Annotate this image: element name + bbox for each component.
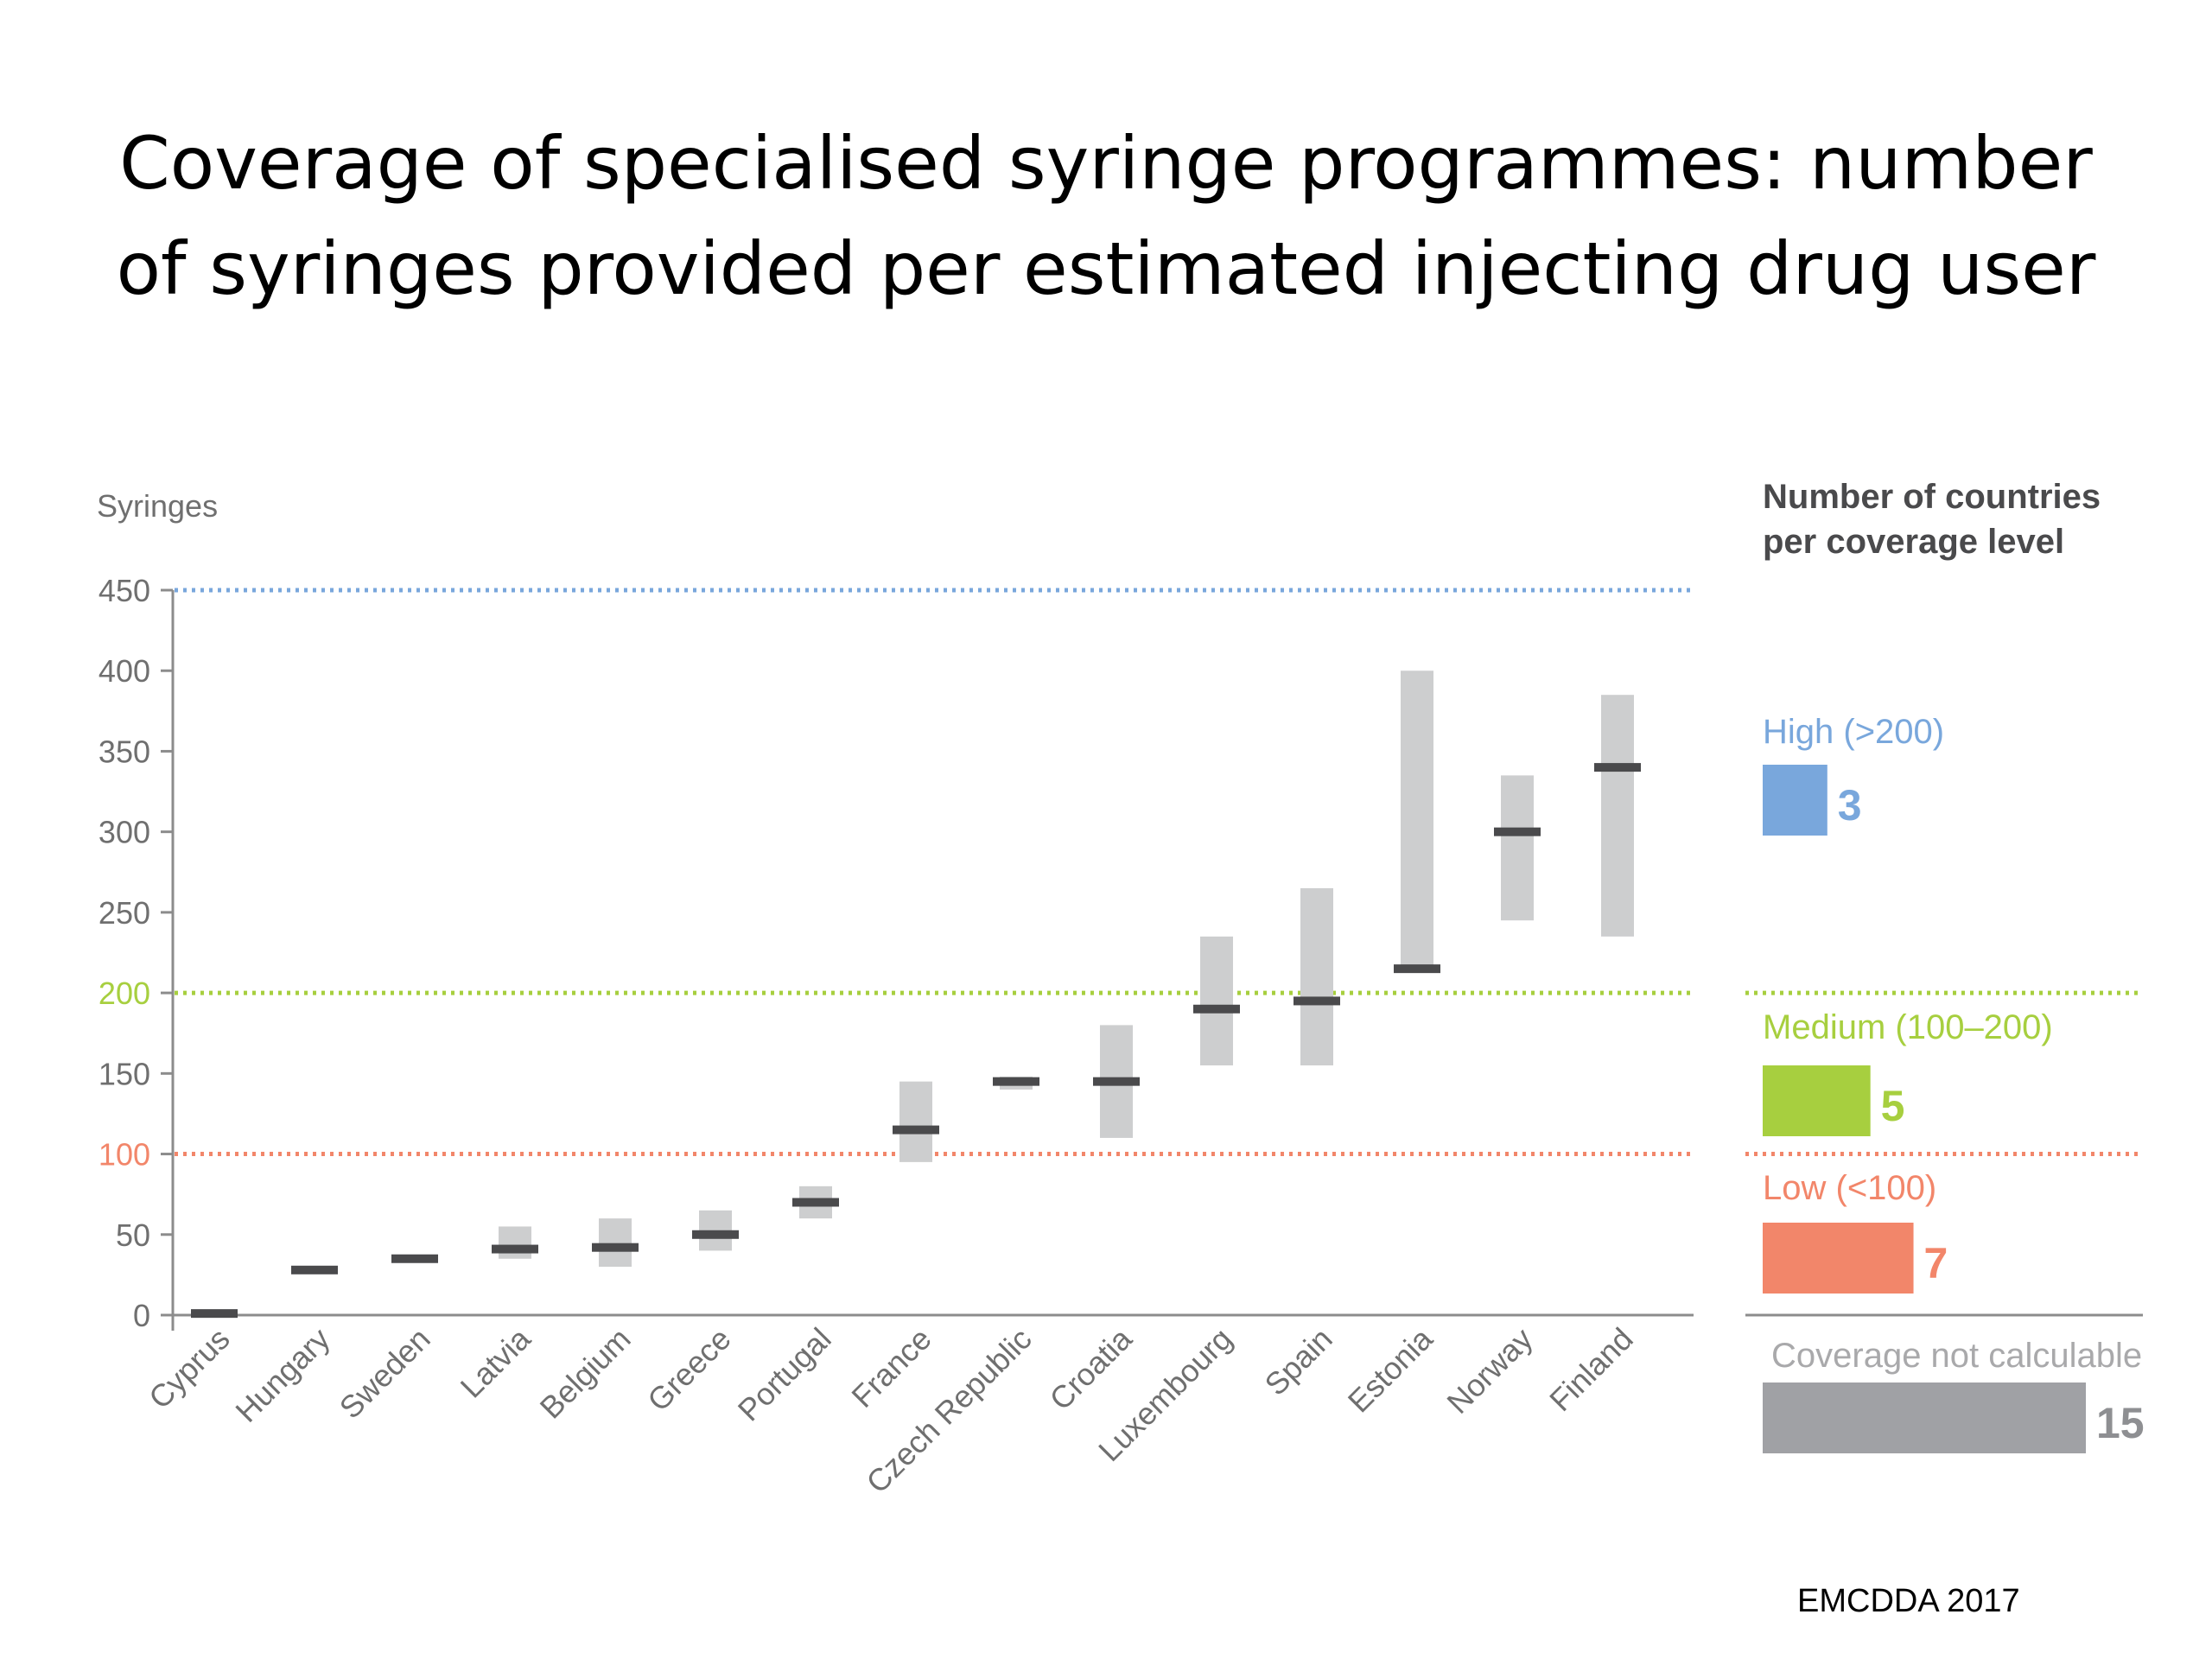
y-tick-label-100: 100 — [99, 1137, 150, 1173]
legend-title-line-1: Number of countries — [1763, 478, 2101, 516]
source-credit: EMCDDA 2017 — [1797, 1583, 2020, 1619]
y-tick-label-250: 250 — [99, 895, 150, 931]
legend-count-low: 7 — [1924, 1239, 1948, 1287]
legend-label-high: High (>200) — [1763, 713, 1944, 751]
value-marker-sweden — [391, 1254, 438, 1263]
category-label-greece: Greece — [640, 1321, 737, 1418]
legend-bar-medium — [1763, 1065, 1871, 1136]
y-axis-title: Syringes — [97, 488, 218, 524]
legend-count-high: 3 — [1838, 781, 1862, 830]
category-label-belgium: Belgium — [533, 1321, 638, 1426]
range-bar-belgium — [599, 1218, 632, 1268]
legend-count-not-calculable: 15 — [2096, 1399, 2145, 1447]
title-line-1: Coverage of specialised syringe programm… — [119, 121, 2093, 206]
value-marker-luxembourg — [1193, 1004, 1240, 1014]
category-label-cyprus: Cyprus — [142, 1321, 237, 1416]
y-tick-label-450: 450 — [99, 573, 150, 608]
slide-title: Coverage of specialised syringe programm… — [0, 111, 2212, 321]
legend-title-line-2: per coverage level — [1763, 523, 2064, 561]
value-marker-portugal — [792, 1198, 839, 1207]
value-marker-cyprus — [191, 1309, 238, 1319]
category-label-portugal: Portugal — [731, 1321, 838, 1428]
y-tick-label-200: 200 — [99, 976, 150, 1011]
y-tick-label-0: 0 — [133, 1298, 150, 1333]
value-marker-croatia — [1093, 1077, 1140, 1086]
category-label-norway: Norway — [1440, 1321, 1539, 1421]
value-marker-belgium — [592, 1243, 639, 1252]
category-label-spain: Spain — [1258, 1321, 1339, 1402]
y-tick-label-50: 50 — [116, 1217, 150, 1253]
category-label-finland: Finland — [1542, 1321, 1639, 1418]
legend-bar-low — [1763, 1223, 1914, 1294]
category-label-latvia: Latvia — [454, 1320, 538, 1405]
legend-bar-not-calculable — [1763, 1382, 2086, 1453]
value-marker-estonia — [1394, 964, 1440, 974]
category-label-hungary: Hungary — [228, 1321, 336, 1429]
value-marker-czech-republic — [993, 1077, 1039, 1086]
range-bar-norway — [1501, 775, 1534, 921]
value-marker-greece — [692, 1230, 739, 1239]
category-label-estonia: Estonia — [1341, 1320, 1440, 1420]
legend-bar-high — [1763, 765, 1827, 836]
range-bar-luxembourg — [1200, 936, 1233, 1066]
y-tick-label-400: 400 — [99, 653, 150, 689]
legend-label-not-calculable: Coverage not calculable — [1771, 1337, 2142, 1375]
range-bar-france — [899, 1081, 932, 1162]
value-marker-france — [893, 1125, 939, 1135]
y-tick-label-350: 350 — [99, 734, 150, 769]
range-bar-finland — [1601, 695, 1634, 937]
legend-label-low: Low (<100) — [1763, 1169, 1936, 1207]
value-marker-hungary — [291, 1265, 338, 1274]
y-tick-label-150: 150 — [99, 1056, 150, 1091]
value-marker-spain — [1294, 996, 1340, 1006]
category-label-france: France — [844, 1321, 938, 1414]
category-label-croatia: Croatia — [1043, 1320, 1140, 1417]
range-bar-latvia — [499, 1226, 531, 1259]
value-marker-finland — [1594, 763, 1641, 772]
value-marker-norway — [1494, 827, 1541, 836]
category-label-sweden: Sweden — [333, 1321, 437, 1426]
title-line-2: of syringes provided per estimated injec… — [116, 226, 2096, 311]
legend-label-medium: Medium (100–200) — [1763, 1008, 2053, 1046]
y-tick-label-300: 300 — [99, 815, 150, 850]
range-bar-estonia — [1401, 671, 1433, 969]
value-marker-latvia — [492, 1244, 538, 1254]
legend-count-medium: 5 — [1881, 1082, 1905, 1130]
range-bar-spain — [1300, 887, 1333, 1066]
